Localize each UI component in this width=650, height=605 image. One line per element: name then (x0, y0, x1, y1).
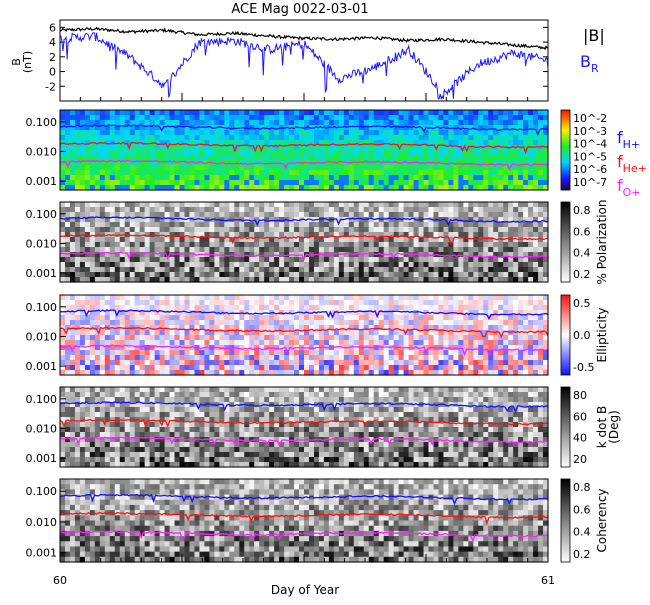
colorbar-tick-label: 40 (573, 432, 587, 445)
x-tick-61: 61 (541, 574, 555, 587)
colorbar (561, 295, 570, 375)
colorbar-tick-label: 60 (573, 410, 587, 423)
colorbar-tick-label: 0.6 (573, 225, 591, 238)
chart-title: ACE Mag 0022-03-01 (231, 2, 368, 17)
heatmap-cells (60, 202, 549, 283)
colorbar-tick-label: -0.5 (573, 361, 594, 374)
colorbar-label: Ellipticity (595, 308, 609, 363)
ytick-label: 0.010 (26, 145, 58, 158)
colorbar (561, 110, 570, 190)
ytick-label: 0.100 (26, 393, 58, 406)
ytick-label: 0.001 (26, 360, 58, 373)
ytick-label: 0.100 (26, 116, 58, 129)
colorbar-tick-label: 20 (573, 453, 587, 466)
legend-fo: fO+ (617, 176, 641, 199)
legend-fhe: fHe+ (617, 152, 647, 175)
ytick-label: 0.010 (26, 330, 58, 343)
colorbar-tick-label: 0.0 (573, 329, 591, 342)
panel-polarization: 0.100 0.010 0.001 0.8 0.6 0.4 0.2 % Polarizatio… (26, 200, 610, 285)
colorbar-tick-label: 0.2 (573, 268, 591, 281)
ytick-label: 0.001 (26, 452, 58, 465)
colorbar-tick-label: 0.2 (573, 548, 591, 561)
colorbar (561, 387, 570, 467)
legend-btot: |B| (583, 26, 605, 45)
b-ytick-label: -2 (45, 80, 56, 93)
b-ytick-label: 2 (49, 51, 56, 64)
colorbar-tick-label: 10^-7 (573, 176, 607, 189)
colorbar-tick-label: 0.4 (573, 247, 591, 260)
ytick-label: 0.010 (26, 237, 58, 250)
ytick-label: 0.100 (26, 301, 58, 314)
legend-br: BR (580, 52, 599, 75)
ytick-label: 0.001 (26, 547, 58, 560)
legend-fh: fH+ (617, 128, 640, 151)
colorbar (561, 479, 570, 562)
colorbar-label: % Polarization (595, 200, 609, 285)
ytick-label: 0.100 (26, 485, 58, 498)
b-ytick-label: 6 (49, 21, 56, 34)
colorbar-tick-label: 10^-6 (573, 163, 607, 176)
panel-power-spectrum: 0.100 0.010 0.001 10^-210^-310^-410^-510^-6… (26, 110, 608, 191)
colorbar-tick-label: 10^-4 (573, 138, 607, 151)
panel-coherency: 0.100 0.010 0.001 0.8 0.6 0.4 0.2 Coherency (26, 479, 610, 563)
b-ytick-label: 0 (49, 66, 56, 79)
colorbar-tick-label: 10^-2 (573, 112, 607, 125)
ytick-label: 0.001 (26, 267, 58, 280)
colorbar-tick-label: 0.8 (573, 481, 591, 494)
b-ytick-label: 4 (49, 36, 56, 49)
x-axis-label: Day of Year (271, 583, 339, 597)
heatmap-cells (60, 387, 549, 468)
b-ylabel-unit: (nT) (21, 51, 34, 73)
heatmap-cells (60, 110, 549, 191)
colorbar-tick-label: 0.5 (573, 297, 591, 310)
x-tick-60: 60 (53, 574, 67, 587)
colorbar-label: (Deg) (607, 410, 621, 444)
ytick-label: 0.010 (26, 422, 58, 435)
heatmap-cells (60, 295, 549, 376)
frequency-legend: fH+ fHe+ fO+ (617, 128, 647, 199)
ytick-label: 0.001 (26, 175, 58, 188)
ytick-label: 0.100 (26, 208, 58, 221)
ytick-label: 0.010 (26, 516, 58, 529)
heatmap-cells (60, 479, 549, 563)
colorbar-tick-label: 0.4 (573, 526, 591, 539)
colorbar-tick-label: 0.6 (573, 503, 591, 516)
colorbar-tick-label: 10^-3 (573, 125, 607, 138)
spectrogram-panels: 0.100 0.010 0.001 10^-210^-310^-410^-510^-6… (26, 93, 622, 563)
colorbar (561, 202, 570, 282)
colorbar-tick-label: 10^-5 (573, 150, 607, 163)
colorbar-tick-label: 0.8 (573, 204, 591, 217)
colorbar-label: Coherency (595, 488, 609, 552)
colorbar-tick-label: 80 (573, 389, 587, 402)
